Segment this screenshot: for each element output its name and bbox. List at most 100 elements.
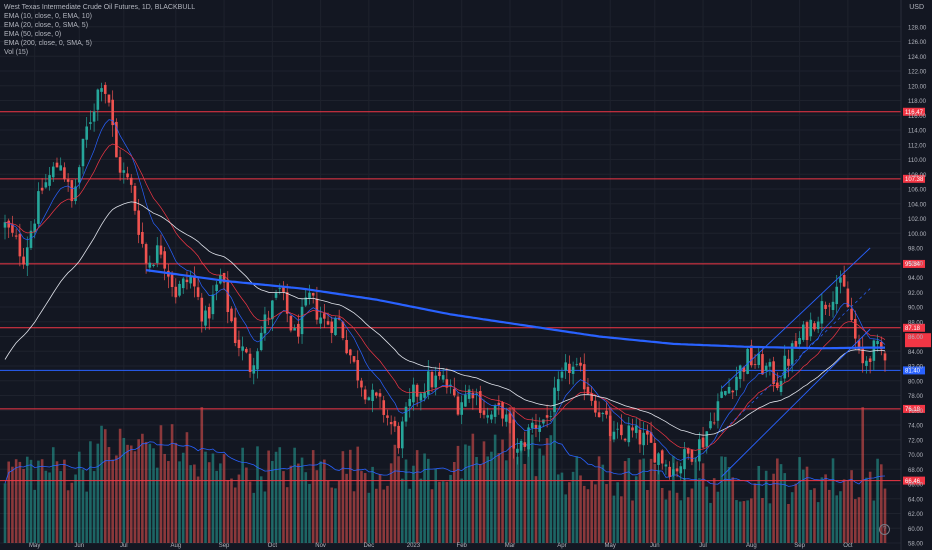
- volume-bar: [360, 471, 363, 543]
- volume-bar: [627, 458, 631, 543]
- candle-body: [545, 415, 549, 418]
- candle-body: [115, 121, 118, 158]
- currency-label[interactable]: USD: [909, 4, 924, 11]
- candle-body: [649, 432, 653, 443]
- volume-bar: [768, 503, 772, 543]
- candle-body: [397, 425, 400, 449]
- volume-bar: [868, 471, 872, 543]
- volume-bar: [129, 445, 133, 543]
- volume-bar: [464, 444, 467, 543]
- volume-bar: [341, 451, 345, 543]
- volume-bar: [14, 459, 18, 543]
- candle-body: [7, 220, 11, 228]
- volume-bar: [378, 474, 382, 543]
- candle-body: [679, 466, 683, 474]
- volume-bar: [319, 461, 322, 543]
- price-tick-label: 128.00: [908, 25, 927, 31]
- volume-bar: [764, 470, 768, 543]
- volume-bar: [37, 460, 40, 543]
- candle-body: [586, 386, 590, 394]
- legend-indicator[interactable]: Vol (15): [4, 49, 29, 56]
- price-tick-label: 72.00: [908, 438, 924, 444]
- volume-bar: [601, 464, 605, 543]
- volume-bar: [3, 483, 7, 543]
- candle-body: [230, 308, 233, 322]
- volume-bar: [178, 461, 181, 543]
- volume-bar: [397, 456, 400, 543]
- candle-body: [690, 449, 694, 462]
- volume-bar: [263, 491, 267, 543]
- legend-indicator[interactable]: EMA (50, close, 0): [4, 31, 62, 38]
- volume-bar: [22, 468, 25, 543]
- price-level-label: 116.47: [905, 110, 924, 116]
- volume-bar: [594, 484, 597, 543]
- price-tick-label: 118.00: [908, 99, 927, 105]
- candle-body: [486, 415, 490, 418]
- candle-body: [668, 466, 671, 477]
- volume-bar: [568, 482, 571, 543]
- volume-bar: [419, 478, 423, 543]
- candle-body: [44, 182, 48, 188]
- price-tick-label: 106.00: [908, 188, 927, 194]
- volume-ma-line: [4, 440, 886, 487]
- candle-body: [575, 363, 579, 365]
- trend-channel[interactable]: [721, 247, 871, 477]
- candle-body: [553, 387, 556, 413]
- candle-body: [159, 245, 163, 255]
- volume-bar: [74, 474, 77, 543]
- volume-bar: [493, 434, 497, 543]
- candle-body: [423, 392, 426, 398]
- candle-body: [683, 449, 686, 470]
- candle-body: [259, 332, 263, 351]
- candle-body: [452, 388, 456, 396]
- legend-title[interactable]: West Texas Intermediate Crude Oil Future…: [4, 4, 196, 11]
- volume-bar: [850, 470, 853, 543]
- channel-upper-line: [721, 247, 871, 389]
- candle-body: [846, 288, 850, 307]
- volume-bar: [798, 457, 801, 543]
- candle-body: [92, 111, 96, 122]
- candle-body: [594, 400, 597, 413]
- volume-bar: [586, 489, 590, 543]
- volume-bar: [96, 443, 100, 543]
- price-tick-label: 60.00: [908, 527, 924, 533]
- volume-bar: [816, 502, 820, 543]
- price-level-label: 66.46: [905, 479, 921, 485]
- candle-body: [738, 365, 742, 380]
- volume-bar: [155, 467, 159, 543]
- candle-body: [549, 416, 553, 417]
- candle-body: [831, 301, 835, 310]
- legend-indicator[interactable]: EMA (20, close, 0, SMA, 5): [4, 22, 89, 29]
- legend-indicator[interactable]: EMA (10, close, 0, EMA, 10): [4, 13, 92, 20]
- candle-body: [330, 321, 334, 333]
- scale-settings-icon[interactable]: ?: [879, 524, 890, 535]
- candle-body: [207, 306, 211, 319]
- candle-body: [445, 379, 449, 388]
- volume-bar: [237, 474, 241, 543]
- volume-bar: [449, 474, 452, 543]
- candle-body: [278, 288, 282, 290]
- candle-body: [857, 340, 861, 350]
- volume-bar: [167, 461, 170, 543]
- candle-body: [828, 305, 831, 307]
- price-tick-label: 62.00: [908, 512, 924, 518]
- volume-bar: [148, 443, 152, 543]
- candle-body: [556, 379, 560, 391]
- volume-bar: [738, 501, 742, 543]
- candle-body: [297, 323, 300, 337]
- volume-bar: [352, 491, 356, 543]
- candle-body: [37, 191, 40, 224]
- price-axis[interactable]: 58.00 60.00 62.00 64.00 66.00 68.00 70.00 72.00…: [908, 25, 927, 547]
- volume-bar: [211, 453, 215, 543]
- candle-body: [96, 89, 100, 110]
- candle-body: [371, 389, 374, 402]
- legend-indicator[interactable]: EMA (200, close, 0, SMA, 5): [4, 40, 92, 47]
- candle-body: [204, 310, 207, 326]
- time-axis[interactable]: May Jun Jul Aug Sep Oct Nov Dec 2023 Feb Mar Apr May…: [29, 543, 853, 549]
- time-tick-label: Jul: [699, 543, 707, 549]
- candle-body: [441, 375, 445, 380]
- candle-body: [779, 381, 783, 393]
- volume-bar: [144, 441, 148, 543]
- candle-body: [226, 279, 230, 313]
